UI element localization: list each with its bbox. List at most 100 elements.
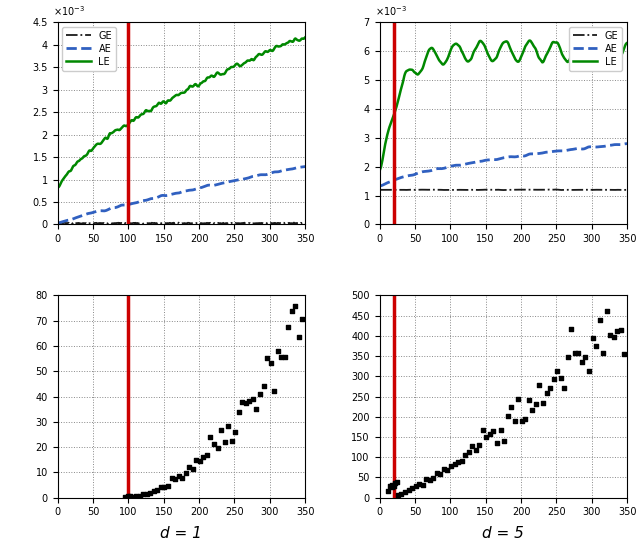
Point: [609, 332, 619, 341]
Point: [212, 443, 223, 452]
Point: [387, 483, 397, 492]
Point: [470, 446, 481, 455]
Point: [439, 465, 449, 473]
Point: [541, 388, 552, 397]
Point: [563, 353, 573, 362]
Point: [122, 493, 132, 502]
Point: [156, 482, 166, 491]
Point: [573, 348, 584, 357]
Point: [403, 485, 413, 494]
Point: [195, 457, 205, 466]
Point: [241, 399, 251, 408]
Point: [616, 326, 626, 335]
Point: [428, 473, 438, 482]
Point: [495, 426, 506, 435]
Point: [602, 306, 612, 315]
Point: [598, 349, 608, 358]
X-axis label: d = 5: d = 5: [483, 526, 524, 541]
Point: [298, 315, 308, 324]
Point: [506, 402, 516, 411]
Point: [556, 374, 566, 383]
Point: [120, 493, 130, 502]
Point: [159, 482, 170, 491]
Point: [252, 404, 262, 413]
Point: [173, 472, 184, 481]
Point: [527, 405, 538, 414]
Point: [552, 367, 563, 375]
Point: [184, 463, 195, 472]
Point: [460, 451, 470, 460]
Point: [509, 417, 520, 426]
Point: [177, 473, 188, 482]
Point: [388, 481, 399, 490]
Point: [410, 482, 420, 491]
Point: [124, 492, 134, 500]
Point: [442, 466, 452, 474]
Point: [488, 427, 499, 436]
Point: [216, 426, 226, 435]
Point: [290, 302, 300, 311]
Point: [548, 374, 559, 383]
Point: [492, 438, 502, 447]
Point: [269, 387, 279, 395]
Point: [220, 437, 230, 446]
Point: [499, 436, 509, 445]
Point: [273, 346, 283, 355]
Point: [148, 487, 159, 495]
Point: [234, 408, 244, 417]
Point: [545, 383, 555, 392]
Point: [209, 440, 219, 448]
Point: [474, 440, 484, 449]
Point: [125, 491, 136, 500]
Legend: GE, AE, LE: GE, AE, LE: [569, 27, 622, 71]
Point: [131, 492, 141, 501]
Point: [456, 457, 467, 466]
Point: [577, 358, 587, 367]
Point: [387, 481, 397, 489]
Point: [591, 341, 601, 350]
Point: [125, 493, 135, 502]
Point: [463, 448, 474, 457]
Point: [566, 325, 577, 334]
Point: [124, 493, 134, 502]
Point: [584, 367, 594, 375]
Point: [620, 349, 630, 358]
Point: [502, 412, 513, 421]
Point: [414, 480, 424, 489]
Point: [513, 395, 524, 404]
Point: [138, 490, 148, 499]
Point: [227, 436, 237, 445]
Point: [262, 353, 272, 362]
Point: [152, 486, 163, 494]
Point: [244, 397, 255, 406]
Point: [259, 381, 269, 390]
Point: [388, 482, 398, 491]
Point: [127, 493, 138, 502]
Point: [294, 333, 304, 342]
Point: [383, 486, 393, 495]
Point: [520, 414, 531, 423]
Point: [230, 427, 241, 436]
Point: [453, 457, 463, 466]
Point: [485, 429, 495, 438]
Point: [287, 307, 297, 316]
Point: [531, 399, 541, 408]
Point: [516, 416, 527, 425]
Point: [417, 481, 428, 489]
Point: [166, 473, 177, 482]
Point: [595, 315, 605, 324]
Point: [432, 468, 442, 477]
Point: [534, 380, 545, 389]
Point: [390, 479, 400, 488]
Point: [248, 394, 258, 403]
Point: [126, 492, 136, 501]
X-axis label: d = 1: d = 1: [161, 526, 202, 541]
Point: [425, 475, 435, 484]
Text: $\times10^{-3}$: $\times10^{-3}$: [374, 4, 407, 18]
Point: [538, 398, 548, 407]
Point: [421, 474, 431, 483]
Point: [205, 432, 216, 441]
Point: [198, 452, 209, 461]
Point: [202, 451, 212, 460]
Point: [163, 481, 173, 490]
